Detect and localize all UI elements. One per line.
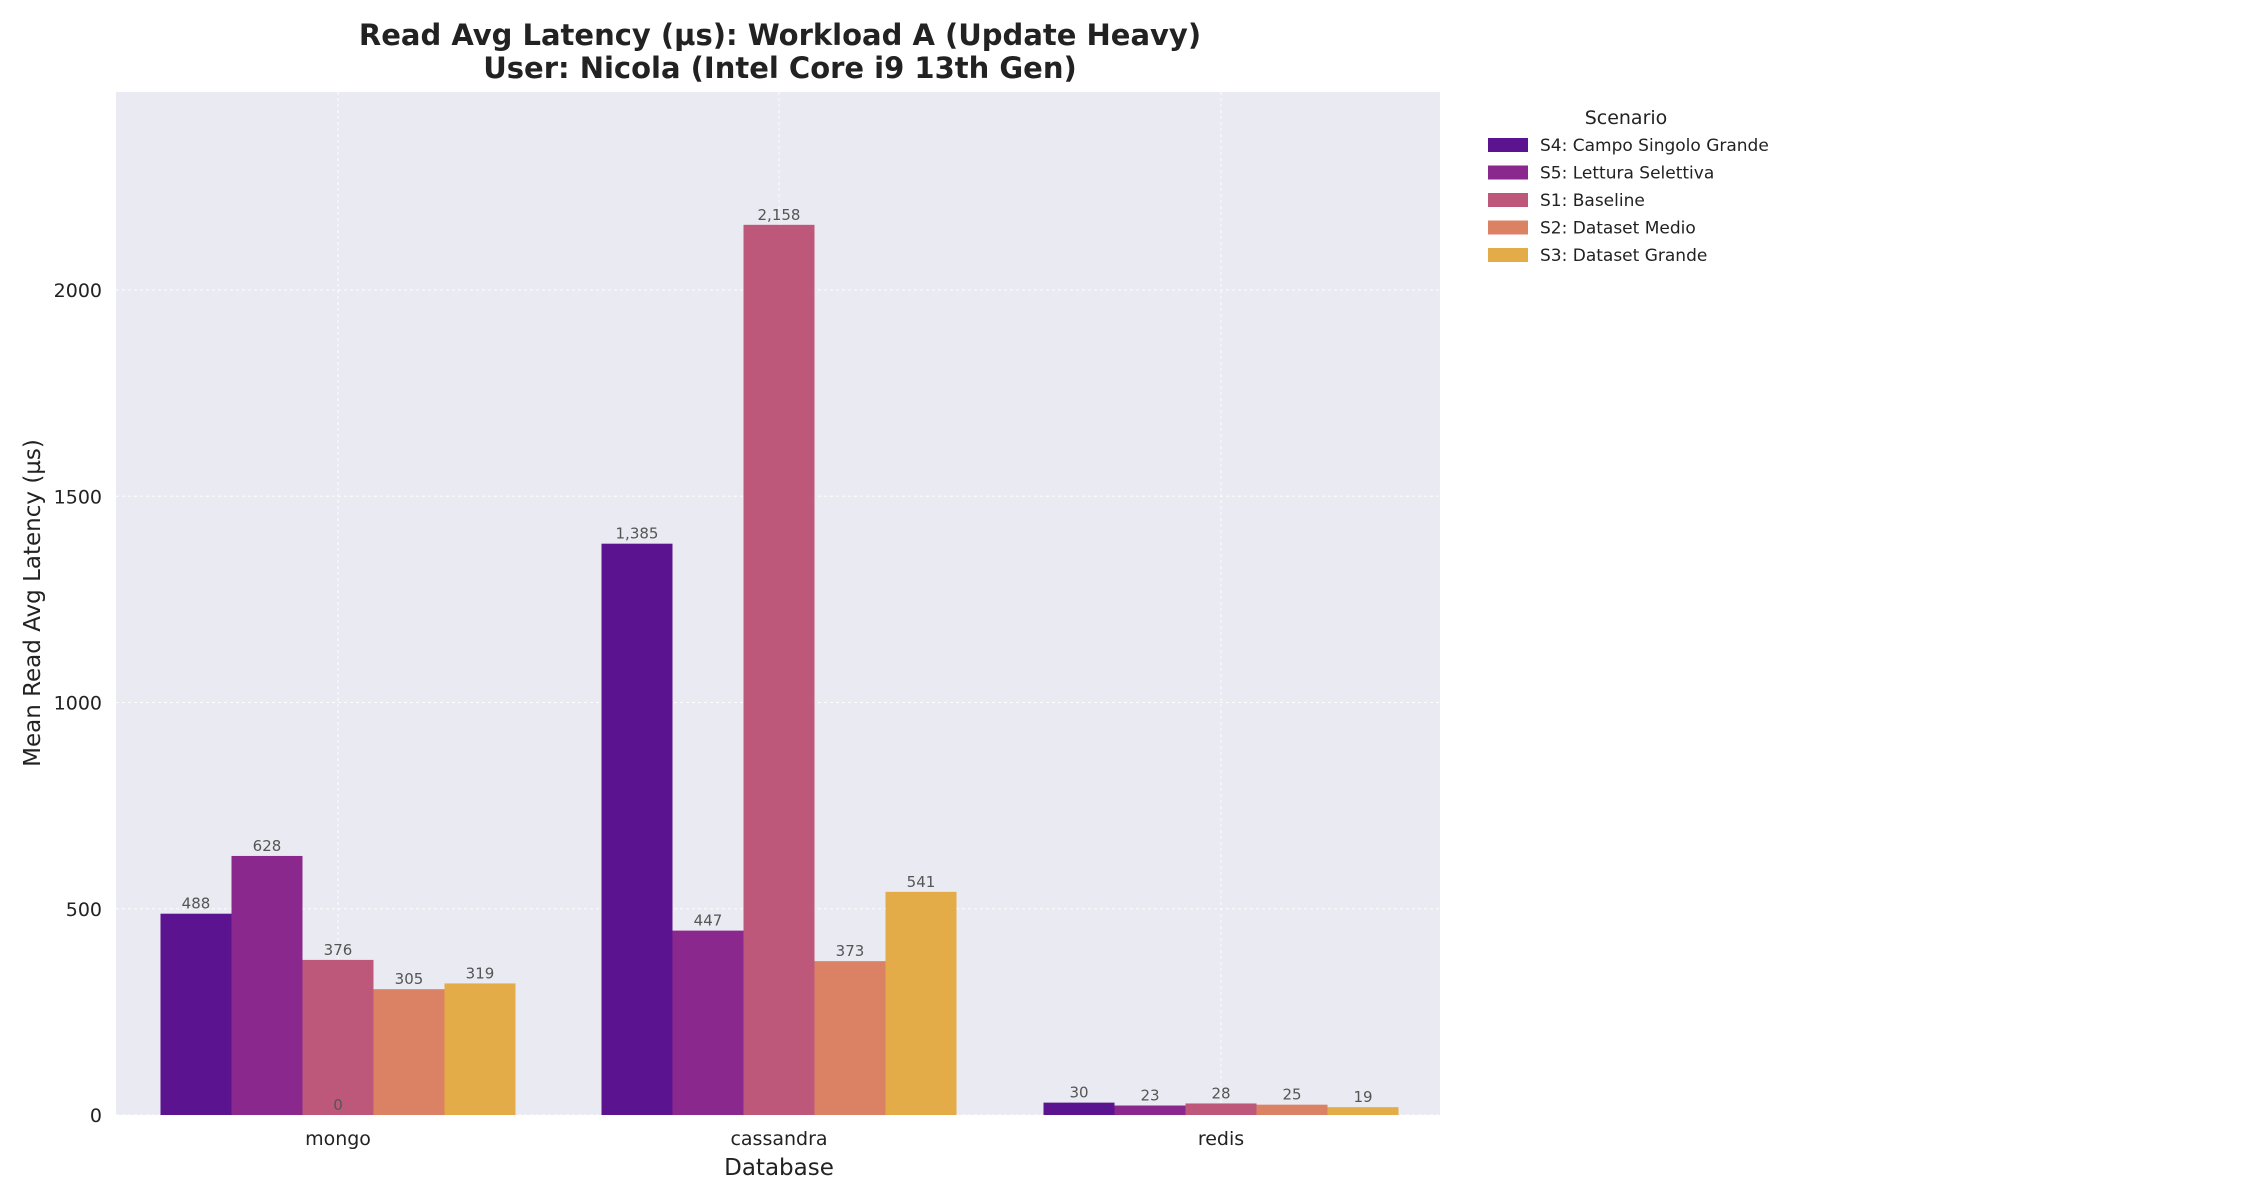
bar — [601, 543, 673, 1115]
x-tick-label: mongo — [305, 1128, 371, 1150]
legend-entry: S4: Campo Singolo Grande — [1540, 136, 1769, 156]
bars — [160, 224, 1399, 1115]
bar-value-label: 541 — [907, 873, 936, 891]
bar — [231, 855, 303, 1115]
bar-value-label: 373 — [836, 942, 865, 960]
y-tick-label: 1500 — [54, 486, 102, 508]
bar — [302, 959, 374, 1115]
bar — [885, 891, 957, 1115]
bar-value-label: 628 — [253, 837, 282, 855]
bar — [1256, 1104, 1328, 1115]
legend-entry: S5: Lettura Selettiva — [1540, 164, 1714, 184]
bar — [1185, 1103, 1257, 1115]
legend-entry: S2: Dataset Medio — [1540, 219, 1696, 239]
legend-swatch — [1488, 220, 1528, 235]
y-axis-ticks: 0 500 1000 1500 2000 — [54, 280, 102, 1127]
bar — [160, 913, 232, 1115]
y-axis-label: Mean Read Avg Latency (µs) — [20, 439, 46, 767]
bar-labels: 488 1,385 30 628 447 23 376 2,158 28 305 373 25 319 5… — [182, 206, 1373, 1114]
bar — [743, 224, 815, 1115]
bar-value-label: 1,385 — [616, 525, 659, 543]
y-tick-label: 1000 — [54, 693, 102, 715]
bar — [373, 989, 445, 1115]
legend-swatch — [1488, 193, 1528, 207]
x-tick-label: cassandra — [730, 1128, 827, 1150]
bar-value-label: 319 — [466, 964, 495, 982]
chart-title: Read Avg Latency (µs): Workload A (Updat… — [359, 18, 1201, 52]
x-axis-ticks: mongo cassandra redis — [305, 1128, 1244, 1150]
bar — [444, 983, 516, 1115]
bar — [1327, 1107, 1399, 1115]
bar-value-label: 23 — [1140, 1087, 1159, 1105]
legend-title: Scenario — [1585, 107, 1668, 129]
bar-value-label: 19 — [1353, 1088, 1372, 1106]
bar-value-label: 447 — [694, 912, 723, 930]
bar — [1114, 1105, 1186, 1115]
bar-value-label: 28 — [1211, 1084, 1230, 1102]
bar-value-label: 305 — [395, 970, 424, 988]
bar-value-label: 2,158 — [758, 206, 801, 224]
legend-swatch — [1488, 138, 1528, 152]
y-tick-label: 2000 — [54, 280, 102, 302]
bar — [672, 930, 744, 1115]
legend-swatch — [1488, 165, 1528, 180]
x-tick-label: redis — [1198, 1128, 1244, 1150]
bar — [1043, 1102, 1115, 1115]
annotation-label: 0 — [333, 1096, 343, 1114]
y-tick-label: 0 — [90, 1105, 102, 1127]
legend-swatch — [1488, 248, 1528, 262]
bar-value-label: 25 — [1282, 1086, 1301, 1104]
legend-entry: S1: Baseline — [1540, 191, 1645, 211]
bar-value-label: 488 — [182, 895, 211, 913]
chart-subtitle: User: Nicola (Intel Core i9 13th Gen) — [483, 51, 1076, 85]
bar-value-label: 30 — [1069, 1084, 1088, 1102]
bar-value-label: 376 — [324, 941, 353, 959]
legend-entry: S3: Dataset Grande — [1540, 246, 1707, 266]
legend: Scenario S4: Campo Singolo Grande S5: Let… — [1488, 107, 1769, 266]
y-tick-label: 500 — [66, 899, 102, 921]
x-axis-label: Database — [724, 1155, 834, 1181]
bar — [814, 961, 886, 1115]
